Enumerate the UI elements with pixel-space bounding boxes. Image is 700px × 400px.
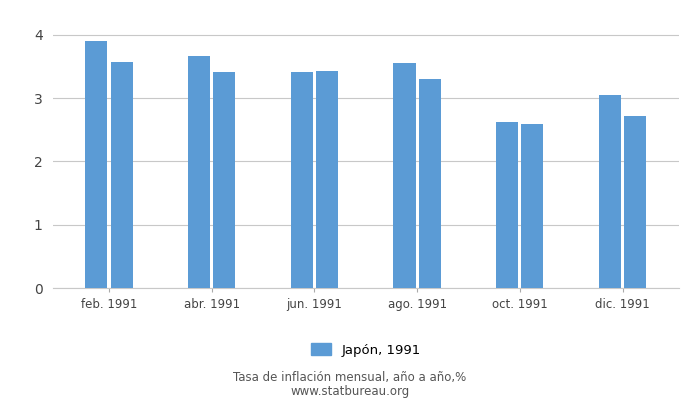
- Bar: [85, 41, 107, 288]
- Legend: Japón, 1991: Japón, 1991: [306, 338, 426, 362]
- Bar: [496, 122, 518, 288]
- Bar: [599, 95, 621, 288]
- Bar: [419, 79, 441, 288]
- Bar: [214, 72, 235, 288]
- Bar: [111, 62, 132, 288]
- Text: www.statbureau.org: www.statbureau.org: [290, 386, 410, 398]
- Text: Tasa de inflación mensual, año a año,%: Tasa de inflación mensual, año a año,%: [233, 372, 467, 384]
- Bar: [188, 56, 210, 288]
- Bar: [393, 64, 416, 288]
- Bar: [290, 72, 313, 288]
- Bar: [522, 124, 543, 288]
- Bar: [316, 71, 338, 288]
- Bar: [624, 116, 646, 288]
